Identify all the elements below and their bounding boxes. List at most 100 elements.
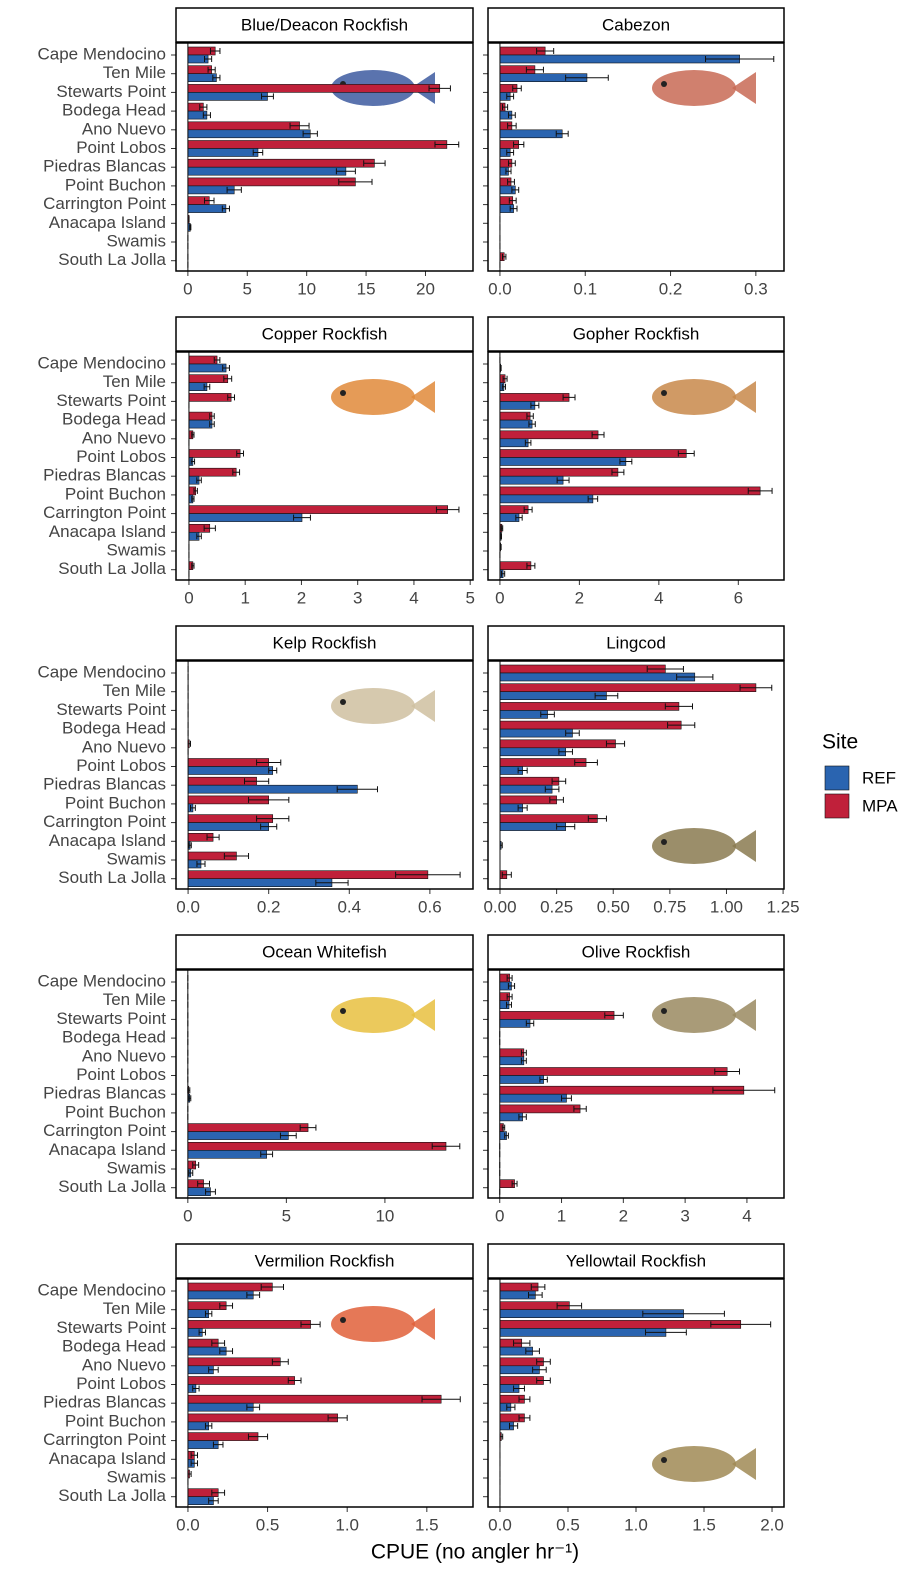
x-tick-label: 0.75	[653, 897, 686, 916]
bar	[499, 814, 598, 823]
legend-swatch	[824, 765, 850, 791]
bar	[188, 449, 241, 458]
bar	[499, 457, 627, 466]
error-bar	[506, 1001, 512, 1008]
x-tick-label: 0.5	[556, 1515, 580, 1534]
error-bar	[528, 421, 536, 428]
fish-illustration	[411, 1308, 435, 1340]
panel-title: Lingcod	[606, 633, 666, 652]
x-tick-label: 0.0	[488, 1515, 512, 1534]
x-tick-label: 0.3	[744, 279, 768, 298]
bar	[499, 691, 607, 701]
fish-illustration	[661, 1457, 667, 1463]
y-tick-label: Anacapa Island	[49, 213, 166, 232]
error-bar	[506, 993, 513, 1000]
error-bar	[260, 823, 278, 830]
error-bar	[530, 1284, 546, 1290]
y-tick-label: South La Jolla	[58, 1177, 166, 1196]
bar	[187, 766, 274, 775]
error-bar	[204, 1310, 213, 1317]
strip	[175, 316, 474, 352]
x-tick-label: 5	[465, 588, 474, 607]
x-tick-label: 0	[495, 1206, 504, 1225]
error-bar	[517, 767, 528, 774]
x-tick-label: 1.5	[415, 1515, 439, 1534]
bar	[499, 1104, 581, 1114]
error-bar	[219, 1302, 234, 1309]
error-bar	[196, 533, 202, 540]
error-bar	[300, 1321, 321, 1328]
y-tick-label: Swamis	[106, 1467, 166, 1486]
bar	[499, 728, 573, 738]
bar	[187, 1376, 295, 1385]
bar	[187, 1402, 254, 1412]
fish-illustration	[652, 828, 736, 864]
error-bar	[705, 56, 775, 62]
error-bar	[188, 1170, 194, 1176]
bar	[188, 363, 227, 373]
y-tick-label: Ano Nuevo	[82, 737, 166, 756]
error-bar	[227, 394, 235, 401]
error-bar	[190, 458, 196, 465]
strip	[175, 625, 474, 661]
error-bar	[287, 1377, 302, 1384]
bar	[187, 204, 227, 213]
y-tick-label: Swamis	[106, 1158, 166, 1177]
error-bar	[315, 879, 349, 886]
error-bar	[256, 759, 282, 766]
y-tick-label: Point Buchon	[65, 1102, 166, 1121]
plot-border	[487, 969, 785, 1199]
bar	[187, 148, 259, 157]
y-tick-label: South La Jolla	[58, 250, 166, 269]
x-tick-label: 4	[742, 1206, 751, 1225]
fish-illustration	[661, 81, 667, 87]
error-bar	[188, 842, 192, 849]
y-tick-label: Stewarts Point	[56, 700, 166, 719]
y-tick-label: Point Buchon	[65, 484, 166, 503]
y-tick-label: Stewarts Point	[56, 1318, 166, 1337]
bar	[499, 784, 553, 794]
x-tick-label: 1.5	[692, 1515, 716, 1534]
y-tick-label: Stewarts Point	[56, 82, 166, 101]
y-tick-label: Carrington Point	[43, 1430, 166, 1449]
panel-title: Kelp Rockfish	[273, 633, 377, 652]
error-bar	[506, 1404, 516, 1411]
error-bar	[714, 1068, 741, 1075]
error-bar	[508, 1422, 519, 1429]
error-bar	[524, 439, 532, 446]
panel-title: Blue/Deacon Rockfish	[241, 15, 408, 34]
y-tick-label: Bodega Head	[62, 1028, 166, 1047]
legend-swatch	[824, 793, 850, 819]
error-bar	[327, 1414, 348, 1421]
x-tick-label: 0.4	[337, 897, 361, 916]
x-tick-label: 0	[183, 1206, 192, 1225]
bar	[499, 747, 566, 757]
error-bar	[246, 1404, 261, 1411]
bar	[187, 870, 429, 880]
bar	[499, 1011, 615, 1020]
error-bar	[502, 104, 509, 111]
y-tick-label: Piedras Blancas	[43, 466, 166, 485]
fish-illustration	[331, 997, 415, 1033]
fish-illustration	[661, 390, 667, 396]
fish-illustration	[340, 699, 346, 705]
error-bar	[523, 506, 533, 513]
error-bar	[232, 469, 241, 476]
error-bar	[219, 1348, 234, 1355]
bar	[499, 1320, 742, 1329]
x-tick-label: 0.0	[488, 279, 512, 298]
bar	[499, 486, 761, 496]
bar	[499, 1085, 745, 1095]
error-bar	[212, 1441, 224, 1448]
error-bar	[204, 56, 213, 62]
fish-illustration	[340, 390, 346, 396]
y-tick-label: Cape Mendocino	[37, 353, 166, 372]
x-tick-label: 0.0	[176, 897, 200, 916]
x-tick-label: 1.25	[767, 897, 800, 916]
y-tick-label: Piedras Blancas	[43, 157, 166, 176]
error-bar	[208, 1497, 219, 1504]
error-bar	[223, 375, 233, 382]
y-tick-label: Piedras Blancas	[43, 775, 166, 794]
error-bar	[509, 205, 518, 212]
error-bar	[536, 1358, 551, 1365]
